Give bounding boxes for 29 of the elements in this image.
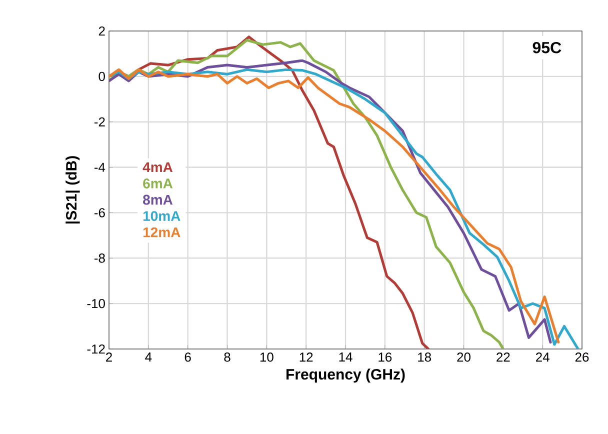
x-tick-label: 2 <box>106 352 112 362</box>
x-tick-label: 8 <box>224 352 230 362</box>
y-tick-label: -6 <box>94 208 105 218</box>
text: 12mA <box>143 227 180 238</box>
x-tick-label: 20 <box>457 352 470 362</box>
y-tick-label: -10 <box>87 298 105 308</box>
x-tick-label: 18 <box>418 352 431 362</box>
x-tick-label: 22 <box>496 352 510 362</box>
y-tick-label: -12 <box>87 344 105 354</box>
y-tick-label: -4 <box>94 162 106 172</box>
x-tick-label: 4 <box>145 352 152 362</box>
x-tick-label: 12 <box>300 352 313 362</box>
y-tick-label: 0 <box>98 72 105 82</box>
y-tick-label: 2 <box>98 26 105 36</box>
x-tick-label: 10 <box>260 352 274 362</box>
text: 8mA <box>143 194 173 205</box>
x-tick-label: 16 <box>378 352 392 362</box>
text: 6mA <box>143 178 173 188</box>
x-tick-label: 6 <box>184 352 191 362</box>
x-tick-label: 26 <box>575 352 589 362</box>
y-tick-label: -2 <box>94 117 105 126</box>
y-axis-title: |S21| (dB) <box>66 156 80 224</box>
annotation: 95C <box>532 42 562 54</box>
text: 10mA <box>143 211 180 221</box>
y-tick-label: -8 <box>94 254 105 263</box>
x-axis-title: Frequency (GHz) <box>286 368 405 383</box>
x-tick-label: 14 <box>339 352 352 362</box>
text: 4mA <box>142 162 173 172</box>
x-tick-label: 24 <box>536 352 550 362</box>
